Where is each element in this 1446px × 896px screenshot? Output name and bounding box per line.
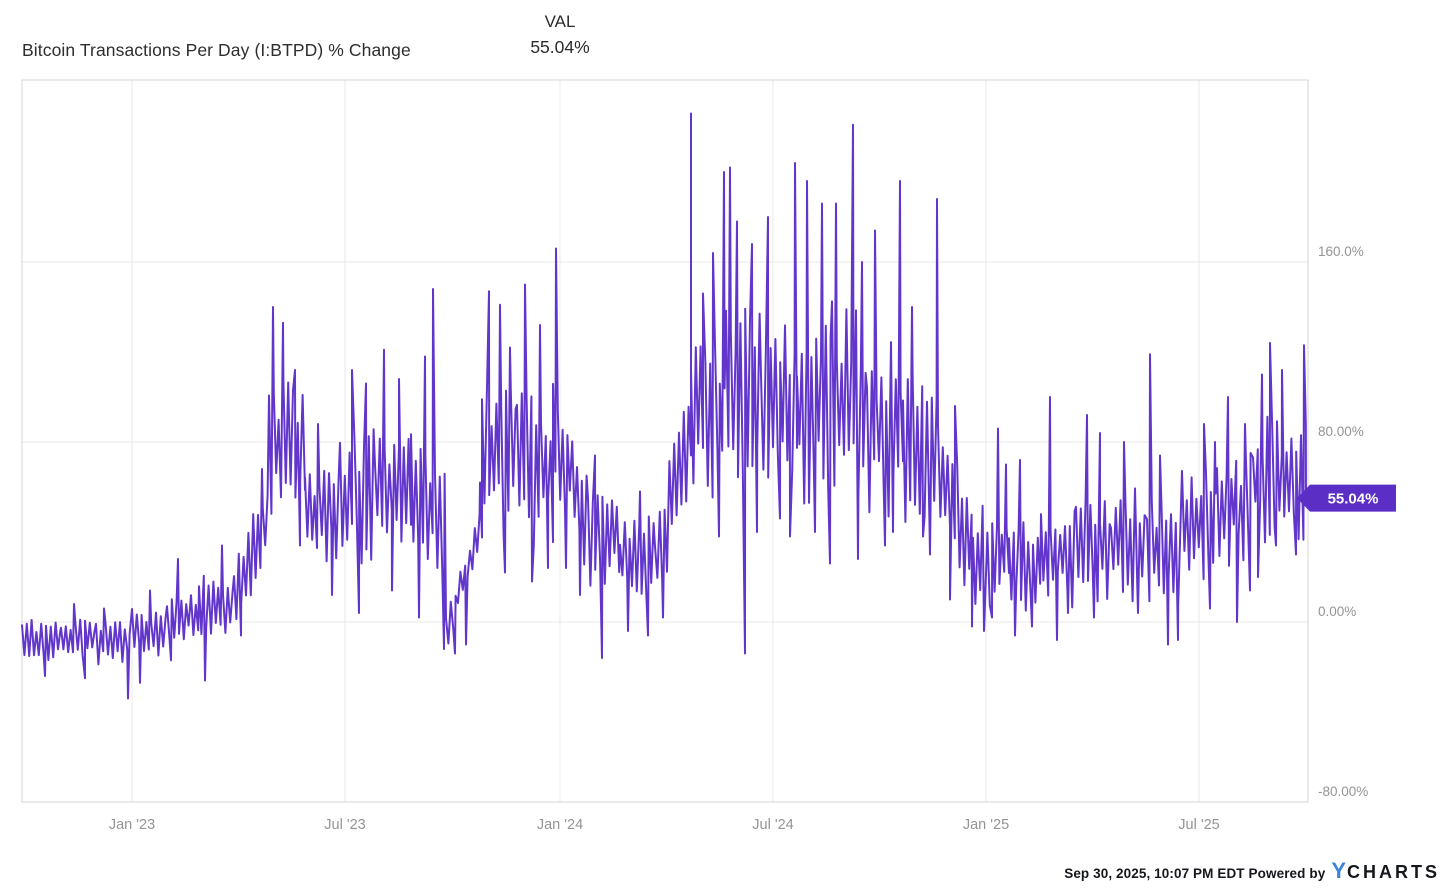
x-axis-tick-label: Jul '24	[752, 817, 793, 833]
ycharts-logo[interactable]: Y CHARTS	[1331, 858, 1440, 884]
val-current-value: 55.04%	[530, 37, 590, 57]
ycharts-logo-y-icon: Y	[1331, 858, 1346, 883]
ycharts-logo-wordmark: CHARTS	[1347, 862, 1440, 882]
x-axis: Jan '23 Jul '23 Jan '24 Jul '24 Jan '25 Jul '…	[109, 817, 1220, 833]
timestamp-text: Sep 30, 2025, 10:07 PM EDT Powered by	[1064, 866, 1326, 881]
badge-value-text: 55.04%	[1328, 491, 1379, 508]
latest-value-badge: 55.04%	[1297, 484, 1396, 512]
y-axis: 160.0% 80.00% 0.00% -80.00%	[1318, 244, 1368, 799]
x-axis-tick-label: Jul '23	[324, 817, 365, 833]
badge-arrow-shape	[1297, 484, 1396, 512]
val-column-header: VAL	[544, 12, 576, 31]
y-axis-tick-label: 80.00%	[1318, 424, 1364, 439]
page-title: Bitcoin Transactions Per Day (I:BTPD) % …	[22, 40, 411, 60]
series-line	[21, 112, 1307, 700]
footer: Sep 30, 2025, 10:07 PM EDT Powered by Y …	[1064, 858, 1440, 884]
y-axis-tick-label: 160.0%	[1318, 244, 1364, 259]
plot-border	[21, 79, 1309, 803]
gridlines	[22, 80, 1308, 802]
legend-value-block: VAL 55.04%	[500, 10, 620, 60]
x-axis-tick-label: Jul '25	[1178, 817, 1219, 833]
y-axis-tick-label: -80.00%	[1318, 784, 1368, 799]
x-axis-tick-label: Jan '24	[537, 817, 583, 833]
y-axis-tick-label: 0.00%	[1318, 604, 1356, 619]
x-axis-tick-label: Jan '23	[109, 817, 155, 833]
x-axis-tick-label: Jan '25	[963, 817, 1009, 833]
